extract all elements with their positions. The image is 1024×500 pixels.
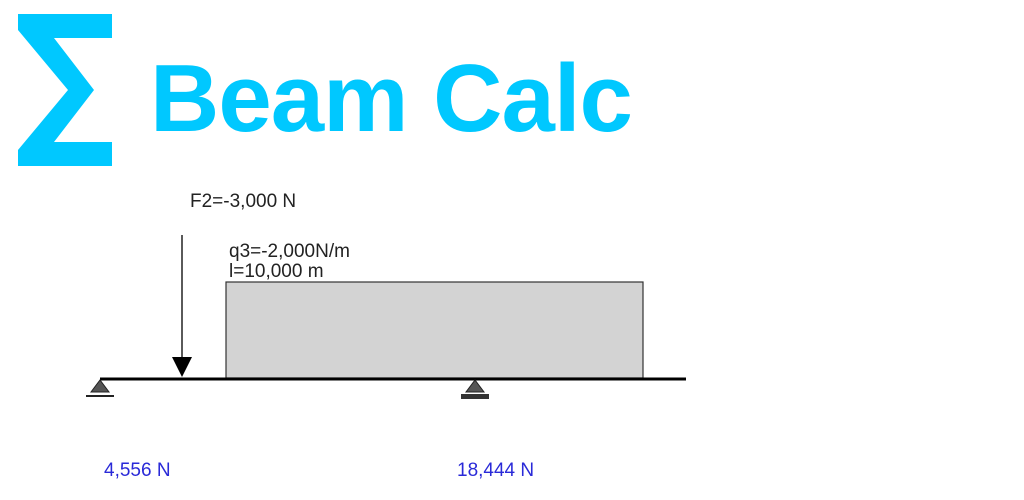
point-load-arrow[interactable] [172, 235, 192, 377]
app-header: Beam Calc [0, 0, 1024, 175]
point-load-label: F2=-3,000 N [190, 191, 296, 212]
distributed-load-q-label: q3=-2,000N/m [229, 241, 350, 262]
pinned-support-icon[interactable] [86, 379, 114, 397]
sigma-icon [18, 14, 112, 166]
distributed-load-block[interactable] [225, 281, 644, 379]
app-title: Beam Calc [150, 45, 633, 152]
reaction-right-label: 18,444 N [457, 460, 534, 481]
reaction-left-label: 4,556 N [104, 460, 171, 481]
beam-diagram-canvas: F2=-3,000 N q3=-2,000N/m l=10,000 m 4,55… [86, 191, 686, 481]
roller-support-icon[interactable] [461, 379, 489, 399]
distributed-load-length-label: l=10,000 m [229, 261, 324, 282]
beam-diagram: F2=-3,000 N q3=-2,000N/m l=10,000 m 4,55… [0, 175, 1024, 500]
